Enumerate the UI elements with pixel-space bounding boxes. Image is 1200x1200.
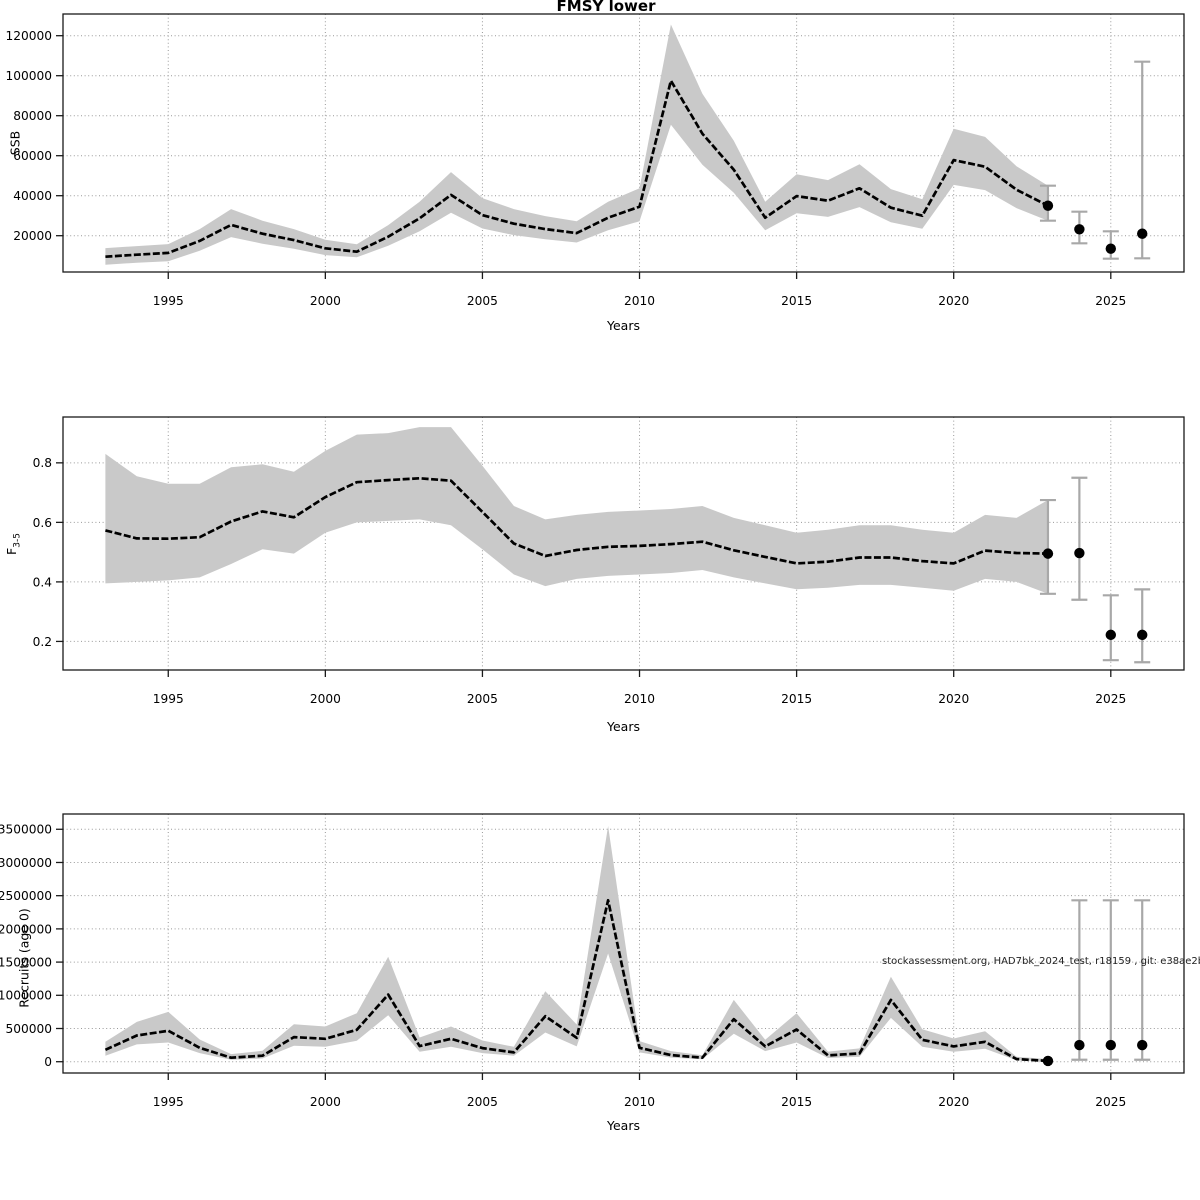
estimate-line [104,898,1049,1063]
stockassessment-watermark: stockassessment.org, HAD7bk_2024_test, r… [882,956,1200,967]
forecast-point [1074,224,1085,235]
x-tick-label: 2015 [781,692,812,706]
recruits-x-axis-label: Years [607,1118,640,1133]
panel-f: 0.2 0.4 0.6 0.8 1995 2000 2005 2010 2015 2020 2025 [33,416,1185,706]
forecast-point [1137,228,1148,239]
x-tick-label: 2025 [1095,294,1126,308]
x-tick-label: 2000 [310,294,341,308]
x-tick-label: 2020 [938,294,969,308]
plot-frame [62,813,1185,1074]
x-tick-label: 2015 [781,1095,812,1109]
y-tick-label: 120000 [5,29,52,43]
y-tick-label: 20000 [13,229,52,243]
y-tick-label: 2000000 [0,922,52,936]
x-tick-label: 2025 [1095,692,1126,706]
x-tick-label: 2005 [467,294,498,308]
x-tick-label: 2000 [310,692,341,706]
x-tick-label: 2010 [624,1095,655,1109]
forecast-point [1074,1039,1085,1051]
estimate-line [105,79,1049,259]
f-y-axis-label-text: F [3,547,19,555]
forecast-points [1042,200,1148,254]
confidence-band [105,24,1048,265]
f-x-axis-label: Years [607,719,640,734]
recruits-y-axis-label-text: Recruits (age 0) [16,908,32,1008]
y-tick-label: 0.8 [33,456,52,470]
figure-title: FMSY lower [556,0,656,15]
x-tick-label: 1995 [153,1095,184,1109]
ssb-y-axis-label: SSB [8,131,23,155]
x-tick-label: 2010 [624,294,655,308]
forecast-point [1042,200,1054,211]
axes: 0.2 0.4 0.6 0.8 1995 2000 2005 2010 2015 2020 2025 [33,456,1127,706]
y-tick-label: 60000 [13,149,52,163]
forecast-point [1074,547,1085,559]
x-tick-label: 1995 [153,294,184,308]
forecast-point [1105,629,1116,641]
estimate-line [105,476,1049,565]
forecast-point [1105,1039,1116,1051]
f-y-axis-label-subscript: 3-5 [12,533,23,548]
forecast-error-bars [1039,476,1151,664]
x-tick-label: 2015 [781,294,812,308]
panel-ssb: 20000 40000 60000 80000 100000 120000 1995 2000… [5,13,1185,308]
y-tick-label: 0.2 [33,635,52,649]
y-tick-label: 40000 [13,189,52,203]
ssb-x-axis-label: Years [607,318,640,333]
plot-frame [62,416,1185,671]
forecast-error-bars [1039,60,1151,260]
x-tick-label: 2020 [938,1095,969,1109]
y-tick-label: 100000 [5,69,52,83]
forecast-point [1105,243,1116,254]
panel-recruits: 0 500000 1000000 1500000 2000000 2500000 30000… [0,813,1185,1109]
recruits-y-axis-label: Recruits (age 0) [17,908,32,1008]
confidence-band [105,826,1048,1062]
x-tick-label: 1995 [153,692,184,706]
y-tick-label: 0.6 [33,516,52,530]
x-tick-label: 2010 [624,692,655,706]
x-tick-label: 2020 [938,692,969,706]
forecast-error-bars [1071,899,1151,1061]
y-tick-label: 0 [44,1055,52,1069]
x-tick-label: 2025 [1095,1095,1126,1109]
forecast-point [1137,1039,1148,1051]
y-tick-label: 1000000 [0,989,52,1003]
x-tick-label: 2000 [310,1095,341,1109]
forecast-points [1042,1039,1148,1067]
y-tick-label: 80000 [13,109,52,123]
confidence-band [105,427,1048,594]
y-tick-label: 500000 [5,1022,52,1036]
f-y-axis-label: F3-5 [4,533,23,555]
y-tick-label: 3500000 [0,823,52,837]
axes: 0 500000 1000000 1500000 2000000 2500000 30000… [0,823,1126,1109]
ssb-y-axis-label-text: SSB [7,130,23,156]
forecast-points [1042,547,1148,641]
forecast-point [1042,1055,1054,1067]
y-tick-label: 0.4 [33,575,53,589]
y-tick-label: 1500000 [0,955,52,969]
x-tick-label: 2005 [467,1095,498,1109]
axes: 20000 40000 60000 80000 100000 120000 1995 2000… [5,29,1126,308]
forecast-point [1137,629,1148,641]
y-tick-label: 2500000 [0,889,52,903]
x-tick-label: 2005 [467,692,498,706]
forecast-point [1042,548,1054,559]
y-tick-label: 3000000 [0,856,52,870]
plot-frame [62,13,1185,273]
